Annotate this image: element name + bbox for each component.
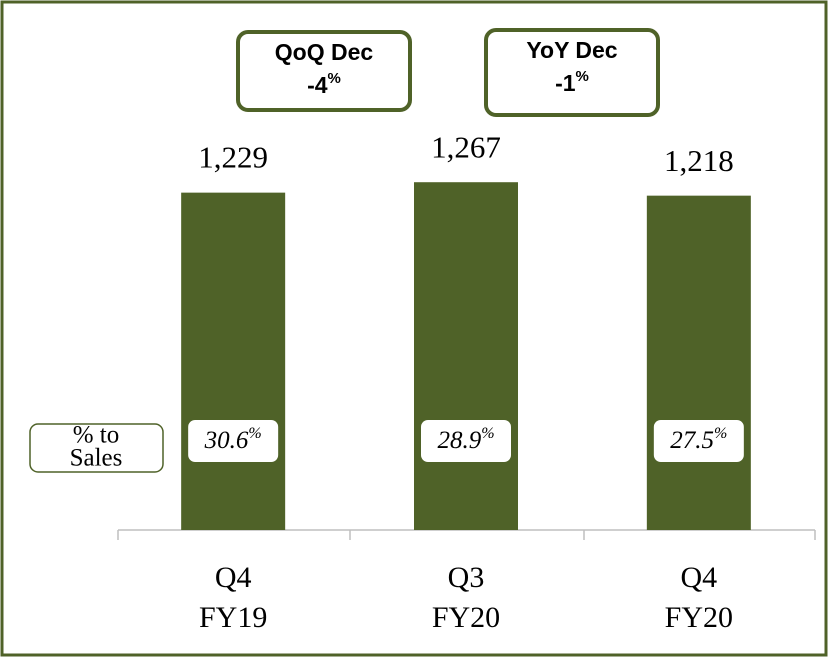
annotation-number: -4 [307,72,328,98]
pct-box [188,420,279,462]
annotation-number: -1 [555,70,576,96]
pct-value: 30.6 [204,427,249,454]
pct-value: 27.5 [670,427,714,454]
value-label: 1,229 [198,140,268,175]
pct-legend-label: % to [73,422,120,449]
annotation-value: -1% [555,68,589,96]
pct-label: 27.5% [670,425,727,454]
x-tick-label: Q3 [448,561,485,594]
bar [181,192,286,530]
value-label: 1,218 [664,143,734,178]
x-tick-label: Q4 [680,561,717,594]
annotation-box [484,28,660,117]
annotation-box [236,30,412,112]
pct-unit: % [481,425,494,442]
x-tick-label: FY19 [199,601,267,634]
annotation-value: -4% [307,70,341,98]
x-tick-label: FY20 [665,601,733,634]
value-label: 1,267 [431,129,501,164]
pct-value: 28.9 [437,427,481,454]
x-tick-label: Q4 [215,561,252,594]
pct-box [653,420,744,462]
pct-label: 28.9% [437,425,494,454]
pct-unit: % [714,425,727,442]
bar [414,182,518,530]
annotation-title: QoQ Dec [275,39,374,65]
pct-label: 30.6% [204,425,262,454]
annotation-unit: % [328,70,341,87]
pct-legend-box [29,423,164,473]
bar [646,195,751,530]
pct-unit: % [248,425,261,442]
pct-box [421,420,511,462]
annotation-unit: % [576,68,589,85]
x-tick-label: FY20 [432,601,500,634]
pct-legend-label: Sales [70,445,123,472]
annotation-title: YoY Dec [526,37,617,63]
